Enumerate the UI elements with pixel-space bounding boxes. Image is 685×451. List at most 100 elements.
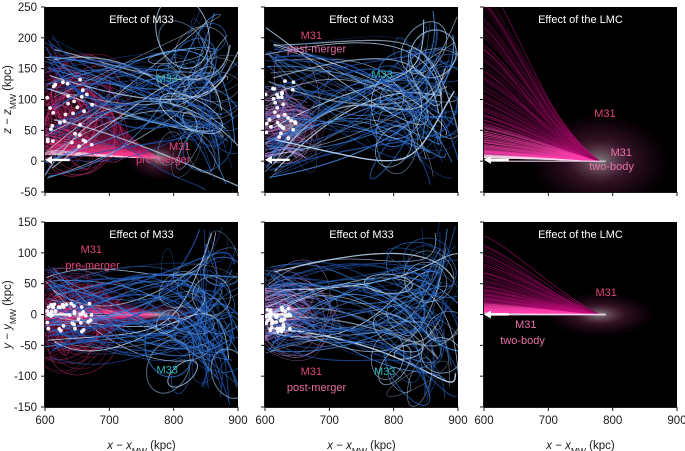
m33-track <box>274 55 431 98</box>
panel-bottom-middle: Effect of M33 M31 post-merger M33 600 700 800 9… <box>255 221 468 451</box>
present-day-marker <box>288 326 292 331</box>
present-day-marker <box>72 99 76 104</box>
m33-track <box>265 225 457 327</box>
present-day-marker <box>45 309 50 313</box>
m33-track <box>266 285 457 300</box>
panel-title-top-middle: Effect of M33 <box>329 14 394 26</box>
m33-track <box>274 116 458 152</box>
m33-track <box>51 34 228 106</box>
y-tick-label: 250 <box>18 2 37 14</box>
m31-pre-merger-loop <box>45 104 86 175</box>
velocity-arrow-head <box>44 310 52 319</box>
m33-curl <box>197 23 227 52</box>
m33-track <box>272 54 451 133</box>
m33-curl <box>167 37 217 95</box>
m31-lmc-track-dark <box>484 49 600 162</box>
m33-curl <box>198 312 238 373</box>
m31-post-merger-track <box>265 284 313 291</box>
m33-track <box>270 275 430 330</box>
m31-lmc-track <box>484 271 600 316</box>
m31-pre-merger-loop <box>45 97 90 154</box>
present-day-marker <box>271 86 275 91</box>
m31-lmc-track <box>484 65 601 162</box>
m33-track <box>271 58 458 127</box>
m33-curl <box>146 339 191 394</box>
y-tick-label: 100 <box>18 248 37 260</box>
present-day-marker <box>90 102 94 107</box>
annotation-m31-label-top-left: M31 <box>169 141 190 153</box>
present-day-marker <box>286 136 291 141</box>
m31-lmc-track <box>484 44 601 162</box>
m33-curl <box>364 96 426 150</box>
trajectories-top-left <box>45 7 238 191</box>
m33-track <box>271 304 445 369</box>
m31-lmc-track <box>484 285 600 315</box>
m31-lmc-track <box>484 17 600 162</box>
annotation-m31-sub-label-bottom-right: two-body <box>500 335 545 347</box>
present-day-marker <box>268 328 273 332</box>
present-day-marker <box>282 112 287 117</box>
m33-track <box>271 259 435 281</box>
m33-curl <box>194 289 232 346</box>
m31-lmc-track <box>484 291 600 315</box>
m33-track <box>274 222 441 357</box>
m33-track <box>272 305 458 373</box>
velocity-arrow-head <box>264 155 272 164</box>
m33-track <box>268 282 425 324</box>
present-day-marker <box>51 111 56 115</box>
m33-curl <box>175 108 202 141</box>
y-tick-label: 150 <box>18 64 37 76</box>
m33-curl <box>386 304 416 336</box>
m31-lmc-track <box>484 37 600 162</box>
m31-lmc-track <box>484 288 600 315</box>
m33-track <box>270 257 438 291</box>
m31-lmc-track <box>493 7 601 162</box>
m31-lmc-track <box>484 285 600 315</box>
present-day-marker <box>51 84 56 89</box>
m31-lmc-track <box>484 84 600 162</box>
m31-post-merger-track <box>265 329 311 341</box>
m33-track <box>54 313 230 359</box>
m31-lmc-track <box>484 296 600 315</box>
m31-post-merger-track <box>265 155 307 166</box>
m33-track <box>53 229 201 345</box>
present-day-marker <box>73 131 77 136</box>
m31-pre-merger-loop <box>45 99 91 170</box>
m31-post-merger-loop <box>265 259 331 356</box>
m31-lmc-track <box>484 43 601 162</box>
present-day-marker <box>79 305 84 309</box>
y-tick-label: -50 <box>20 340 37 352</box>
present-day-marker <box>276 329 280 334</box>
m31-lmc-track <box>484 291 600 316</box>
m33-curl <box>421 259 458 299</box>
m31-pre-merger-loop <box>54 82 127 163</box>
m31-lmc-track <box>484 12 600 162</box>
x-axis-label: x − xMW (kpc) <box>106 440 176 451</box>
m33-track <box>54 44 231 81</box>
m31-lmc-track <box>484 294 600 315</box>
annotation-m31-sub-label-bottom-left: pre-merger <box>65 260 120 272</box>
m33-track <box>54 117 229 142</box>
m31-lmc-track <box>484 276 600 315</box>
m33-track <box>269 29 438 61</box>
m31-lmc-track <box>484 293 600 315</box>
m31-lmc-track <box>484 303 600 315</box>
annotation-m31-label-2-bottom-right: M31 <box>515 319 536 331</box>
panel-title-top-right: Effect of the LMC <box>538 14 623 26</box>
m31-lmc-track <box>484 301 600 315</box>
present-day-marker <box>89 142 94 147</box>
m31-lmc-track <box>484 100 600 162</box>
m33-track <box>45 227 223 311</box>
present-day-marker <box>280 91 284 96</box>
m33-curl <box>190 18 215 84</box>
present-day-marker <box>87 301 92 306</box>
m31-lmc-track-dark <box>484 264 600 315</box>
panel-top-right: Effect of the LMC M31 M31 two-body <box>480 6 678 196</box>
y-tick-label: -50 <box>20 187 37 199</box>
present-day-marker <box>66 94 71 98</box>
present-day-marker <box>274 320 279 324</box>
m33-curl <box>407 48 443 107</box>
present-day-marker <box>85 92 89 97</box>
present-day-marker <box>62 119 67 124</box>
